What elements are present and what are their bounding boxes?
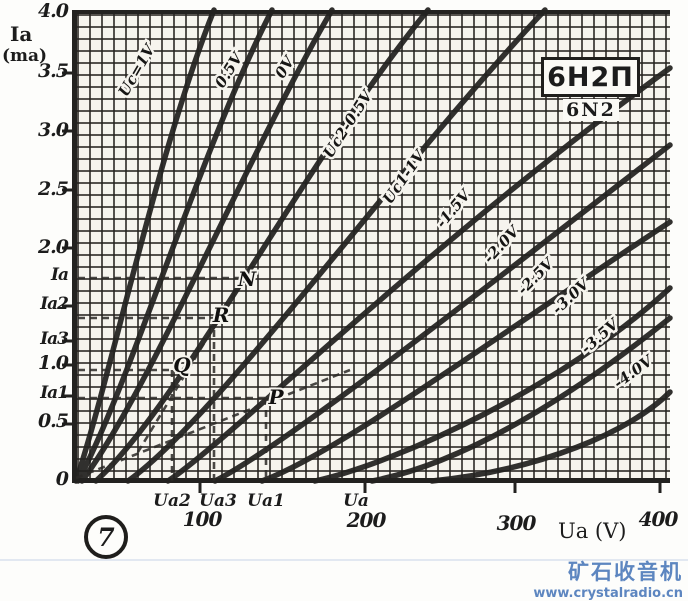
figure-number: 7 xyxy=(97,522,115,552)
axis-tick-stubs xyxy=(62,71,662,493)
y-tick-0: 0 xyxy=(55,468,69,490)
x-mark-ua1: Ua1 xyxy=(247,491,285,511)
watermark-site-name: 矿石收音机 xyxy=(568,560,683,584)
x-mark-ua3: Ua3 xyxy=(199,491,237,511)
y-mark-ia1: Ia1 xyxy=(40,383,69,403)
x-tick-300: 300 xyxy=(496,511,537,535)
curve-label-uc1: Uc1-1V xyxy=(379,146,429,207)
y-mark-ia2: Ia2 xyxy=(40,294,69,314)
figure-number-badge: 7 xyxy=(84,515,128,559)
curve-minus2p5v xyxy=(259,219,673,484)
curve-label-uc1v: Uc=1V xyxy=(115,40,160,99)
point-n: N xyxy=(237,267,257,291)
curve-minus1p5v xyxy=(165,65,673,484)
watermark-site-url: www.crystalradio.cn xyxy=(533,586,683,601)
operating-point-letters: N R Q P xyxy=(171,265,286,411)
curve-label-uc2: Uc2-0.5V xyxy=(319,86,377,161)
curve-minus3v xyxy=(312,285,673,484)
y-mark-ia: Ia xyxy=(51,265,69,285)
curve-uc2-0p5v xyxy=(93,7,431,484)
x-tick-100: 100 xyxy=(182,507,223,531)
watermark: 矿石收音机 www.crystalradio.cn xyxy=(533,556,683,601)
x-tick-200: 200 xyxy=(346,508,387,532)
load-line-dc xyxy=(75,368,351,480)
point-q: Q xyxy=(173,353,191,377)
y-axis-title-line1: Ia xyxy=(10,22,33,46)
y-tick-3.0: 3.0 xyxy=(37,119,69,141)
curve-minus3p5v xyxy=(369,315,673,484)
curve-0v xyxy=(79,7,335,484)
y-tick-4.0: 4.0 xyxy=(37,0,69,22)
y-tick-1.0: 1.0 xyxy=(37,352,69,374)
load-line-construction xyxy=(75,247,351,481)
x-mark-ua2: Ua2 xyxy=(153,491,191,511)
y-tick-2.0: 2.0 xyxy=(37,236,69,258)
tube-type-box: 6Н2П xyxy=(541,57,640,97)
curve-minus4v xyxy=(429,389,673,484)
page-divider-line xyxy=(0,559,688,561)
y-tick-2.5: 2.5 xyxy=(37,178,69,200)
tube-type-cyrillic: 6Н2П xyxy=(547,61,634,93)
x-axis-unit-label: Ua (V) xyxy=(558,519,627,543)
load-line-ac xyxy=(136,247,264,453)
y-axis-title-line2: (ma) xyxy=(2,46,48,66)
x-tick-400: 400 xyxy=(638,507,679,531)
curve-uc-plus1v xyxy=(73,7,217,484)
point-p: P xyxy=(267,385,284,409)
point-r: R xyxy=(212,303,230,327)
x-mark-ua: Ua xyxy=(343,491,369,511)
y-mark-ia3: Ia3 xyxy=(40,329,69,349)
tube-type-latin: 6N2 xyxy=(563,99,619,121)
curve-minus2v xyxy=(212,142,673,484)
y-tick-3.5: 3.5 xyxy=(37,60,69,82)
curve-0p5v xyxy=(75,7,275,484)
y-tick-0.5: 0.5 xyxy=(37,410,69,432)
